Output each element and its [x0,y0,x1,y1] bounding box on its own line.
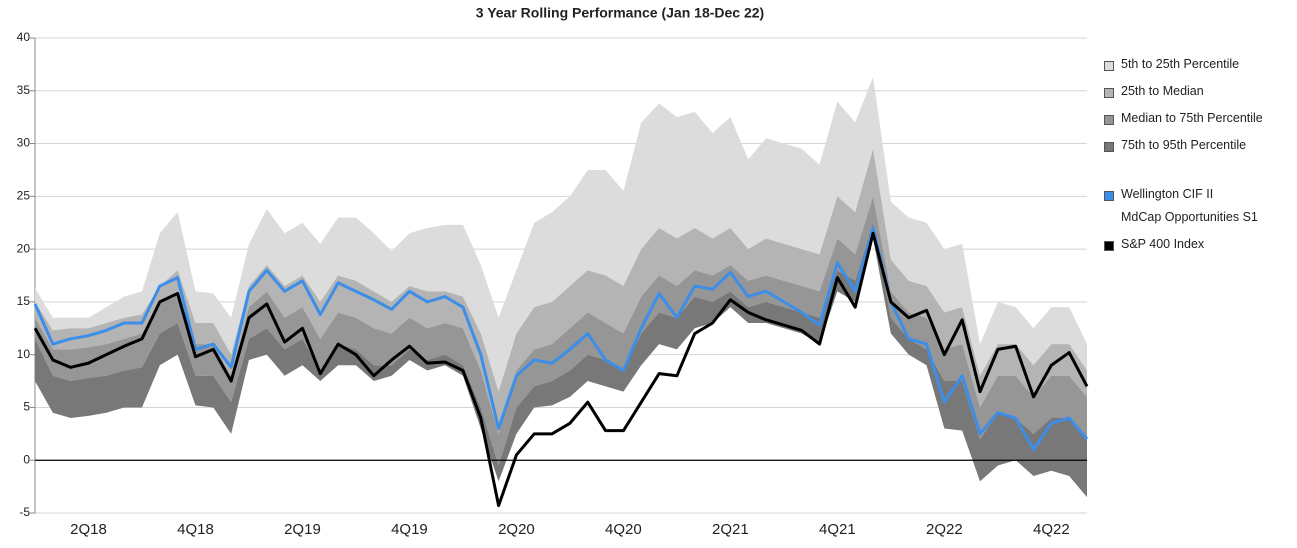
x-tick-label: 2Q19 [284,521,321,538]
legend: 5th to 25th Percentile 25th to Median Medi… [1104,57,1294,265]
legend-item: 75th to 95th Percentile [1104,138,1294,157]
legend-item: 25th to Median [1104,84,1294,103]
legend-label: 25th to Median [1121,84,1204,98]
x-tick-label: 4Q22 [1033,521,1070,538]
x-tick-label: 4Q18 [177,521,214,538]
y-tick-label: 30 [17,136,31,150]
legend-swatch [1104,241,1114,251]
x-tick-label: 2Q22 [926,521,963,538]
legend-swatch [1104,88,1114,98]
legend-item: 5th to 25th Percentile [1104,57,1294,76]
legend-label: 75th to 95th Percentile [1121,138,1247,152]
legend-item: Wellington CIF II MdCap Opportunities S1 [1104,187,1294,229]
chart-title: 3 Year Rolling Performance (Jan 18-Dec 2… [476,5,764,21]
legend-item: Median to 75th Percentile [1104,111,1294,130]
legend-swatch [1104,61,1114,71]
legend-swatch [1104,191,1114,201]
y-tick-label: 35 [17,83,31,97]
y-tick-label: 25 [17,189,31,203]
y-tick-label: 10 [17,347,31,361]
legend-swatch [1104,115,1114,125]
legend-label: 5th to 25th Percentile [1121,57,1240,71]
x-tick-label: 2Q20 [498,521,535,538]
series-line [33,231,1089,508]
legend-label: Median to 75th Percentile [1121,111,1263,125]
y-tick-label: 5 [23,400,30,414]
x-tick-label: 2Q21 [712,521,749,538]
legend-swatch [1104,142,1114,152]
x-tick-label: 4Q21 [819,521,856,538]
legend-label: Wellington CIF II MdCap Opportunities S1 [1121,187,1258,224]
lines [33,226,1089,508]
x-tick-label: 2Q18 [70,521,107,538]
y-tick-label: -5 [19,505,30,519]
percentile-band [35,222,1087,498]
legend-label: S&P 400 Index [1121,237,1205,251]
percentile-band [35,77,1087,392]
x-tick-label: 4Q19 [391,521,428,538]
bands [35,77,1087,498]
y-tick-label: 0 [23,452,30,466]
y-tick-label: 15 [17,294,31,308]
y-tick-label: 20 [17,241,31,255]
series-line [33,226,1089,452]
x-tick-label: 4Q20 [605,521,642,538]
legend-item: S&P 400 Index [1104,237,1294,256]
y-tick-label: 40 [17,30,31,44]
